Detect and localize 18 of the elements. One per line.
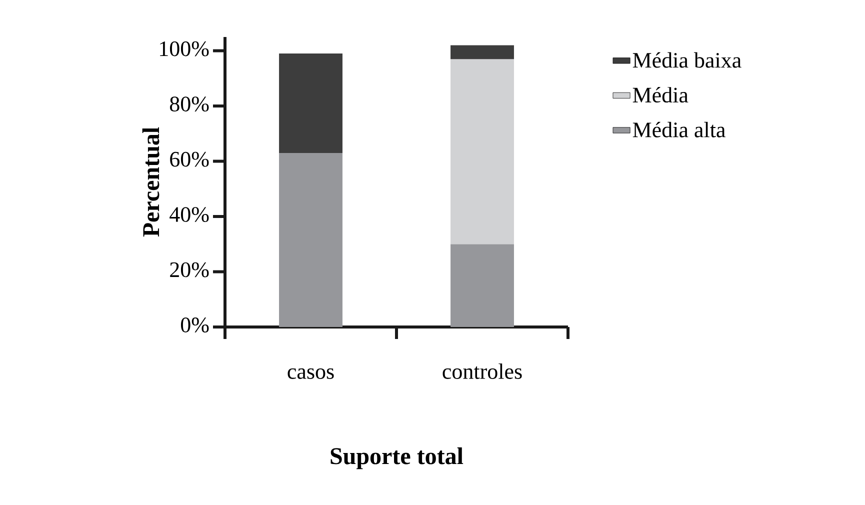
bar bbox=[450, 244, 514, 327]
bar bbox=[450, 45, 514, 60]
bar bbox=[279, 54, 342, 153]
y-tick-label: 60% bbox=[170, 152, 209, 167]
bar bbox=[279, 152, 342, 327]
y-tick-label: 100% bbox=[160, 41, 209, 56]
y-tick-label: 40% bbox=[170, 207, 209, 222]
x-axis-title: Suporte total bbox=[330, 447, 464, 470]
bar bbox=[450, 59, 514, 244]
y-axis-title: Percentual bbox=[142, 127, 160, 237]
x-tick-label: casos bbox=[288, 368, 334, 379]
y-tick-label: 20% bbox=[170, 262, 209, 278]
legend-label: Média bbox=[632, 87, 688, 103]
legend-label: Média alta bbox=[632, 122, 726, 138]
y-tick-label: 0% bbox=[180, 318, 209, 332]
y-tick-label: 80% bbox=[170, 96, 209, 112]
x-tick-label: controles bbox=[442, 363, 522, 379]
legend-label: Média baixa bbox=[632, 52, 742, 68]
